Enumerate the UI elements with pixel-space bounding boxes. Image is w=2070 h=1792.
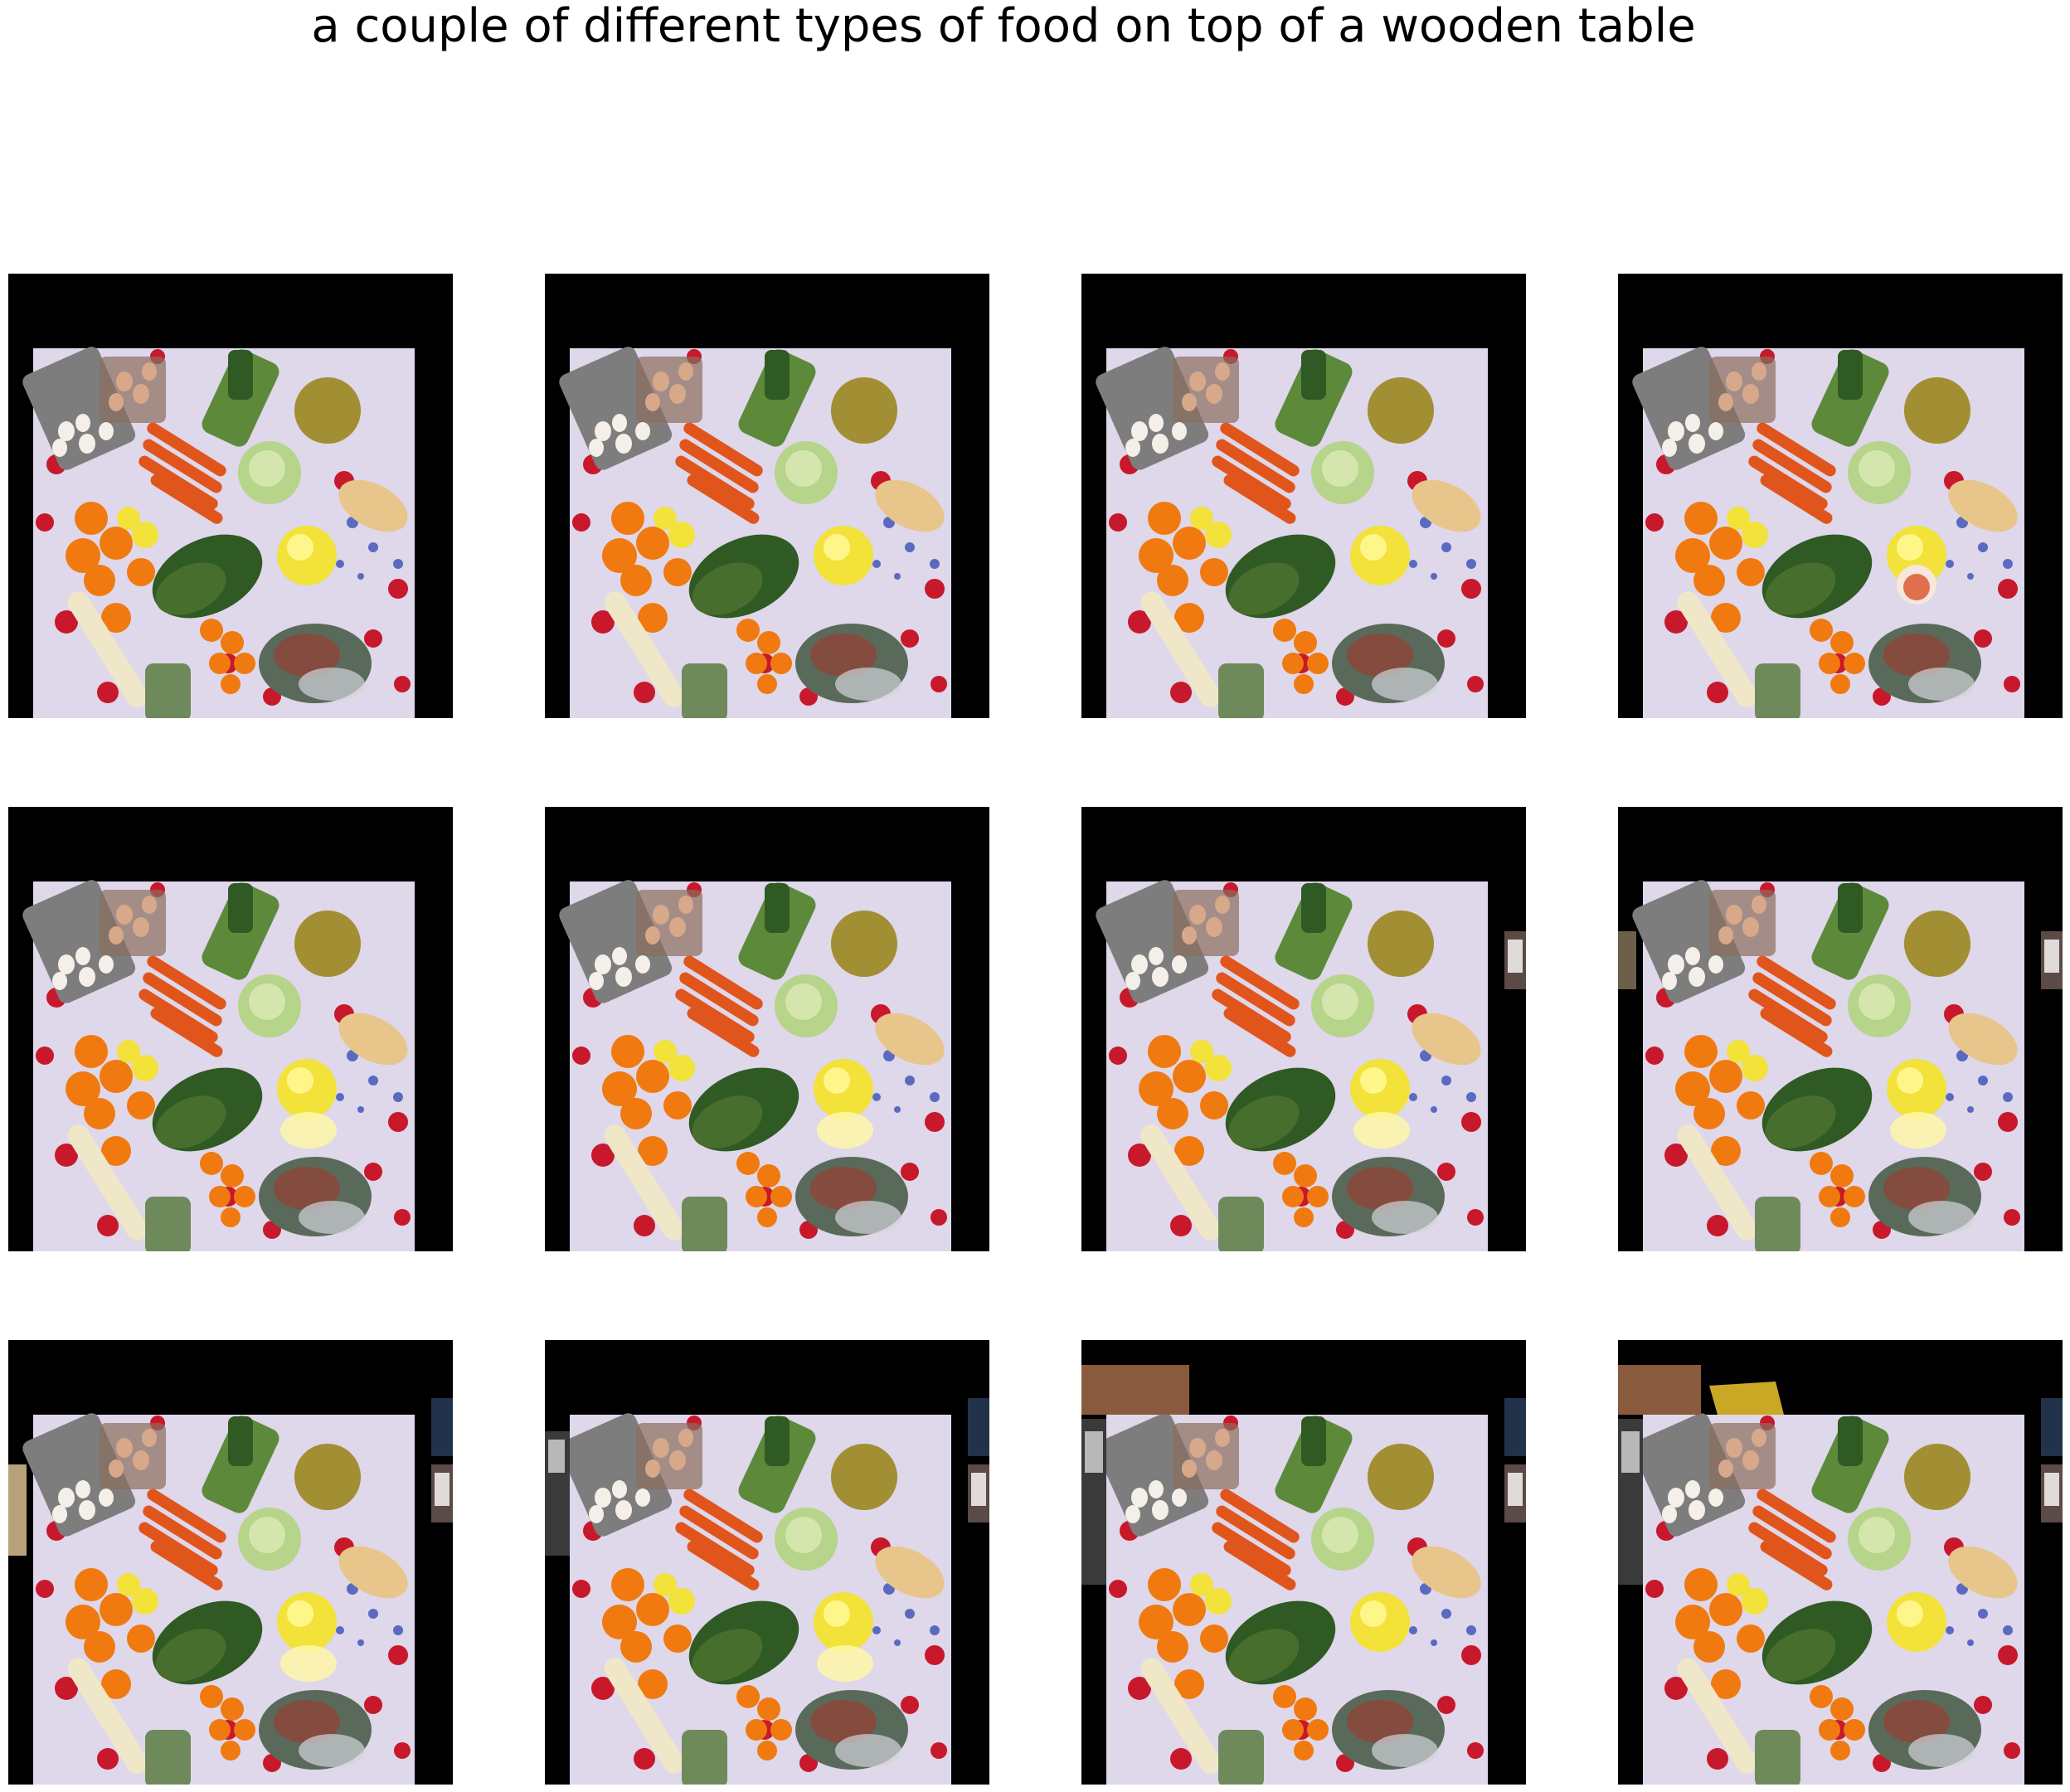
photo-panel-1 <box>8 274 453 718</box>
photo-panel-12 <box>1618 1340 2063 1785</box>
photo-panel-11 <box>1081 1340 1526 1785</box>
page-title: a couple of different types of food on t… <box>311 0 1696 53</box>
photo-panel-2 <box>545 274 989 718</box>
photo-panel-5 <box>8 807 453 1251</box>
photo-panel-9 <box>8 1340 453 1785</box>
photo-panel-4 <box>1618 274 2063 718</box>
photo-panel-10 <box>545 1340 989 1785</box>
photo-panel-6 <box>545 807 989 1251</box>
photo-panel-7 <box>1081 807 1526 1251</box>
photo-panel-8 <box>1618 807 2063 1251</box>
photo-panel-3 <box>1081 274 1526 718</box>
